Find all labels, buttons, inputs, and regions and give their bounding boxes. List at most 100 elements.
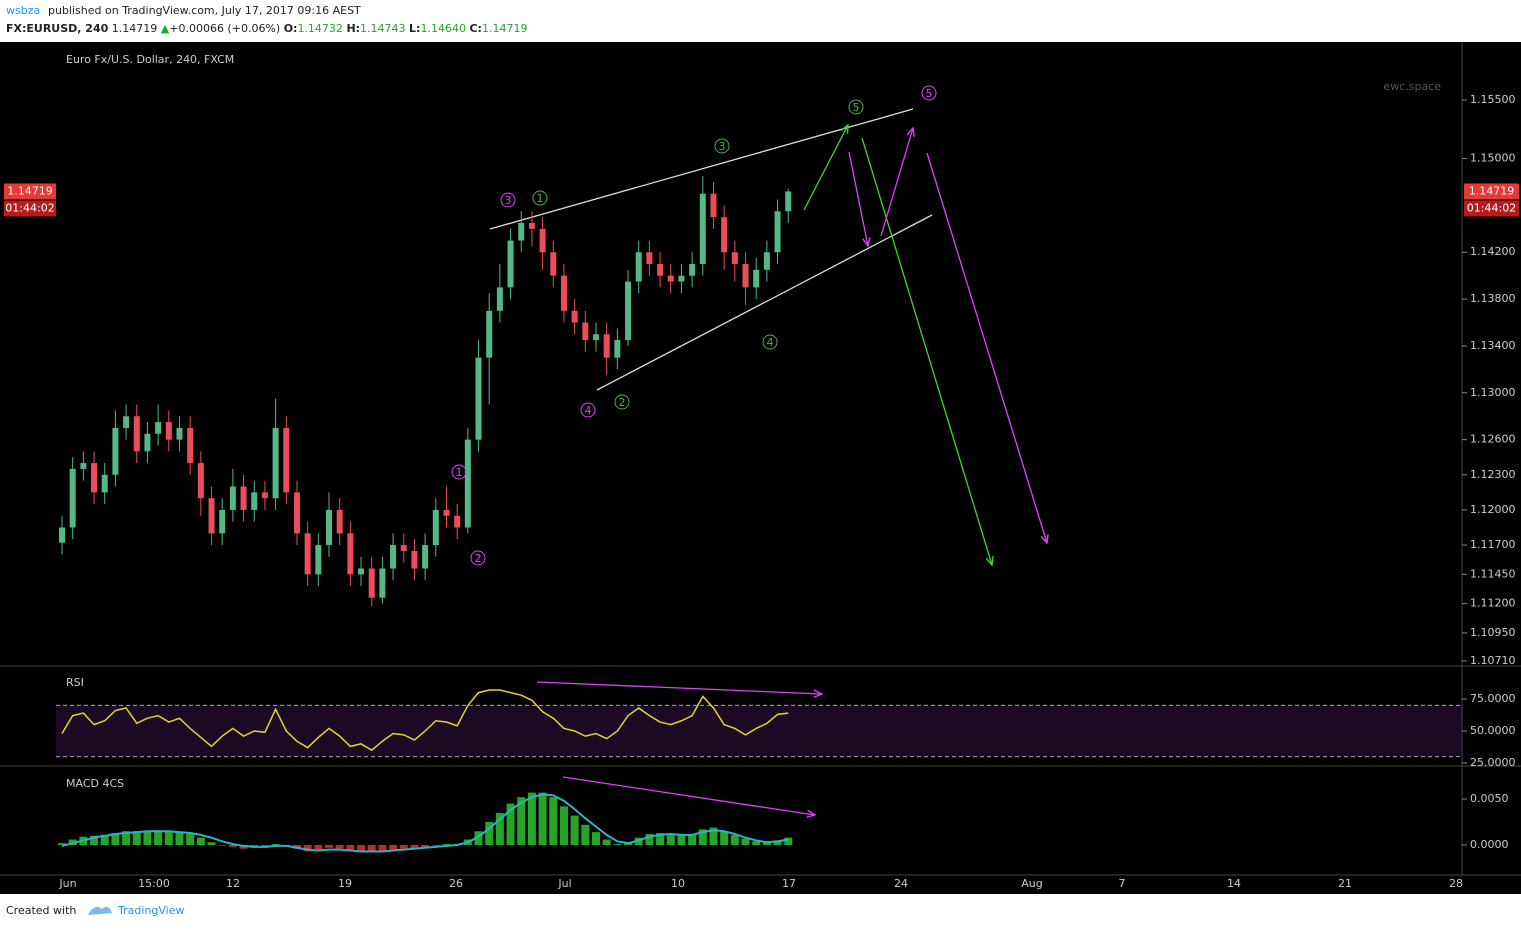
candle-body — [721, 217, 728, 253]
candle-body — [390, 545, 397, 569]
macd-bar — [164, 831, 173, 846]
candle-body — [422, 545, 429, 569]
candle-body — [635, 252, 642, 282]
candle-body — [101, 474, 108, 493]
wave-circle — [532, 190, 548, 206]
macd-bar — [613, 844, 622, 846]
candle-body — [80, 463, 87, 469]
last-price-label: 1.14719 — [7, 184, 53, 197]
wave-circle — [614, 394, 630, 410]
candle-body — [560, 275, 567, 311]
wave-circle — [451, 464, 467, 480]
y-tick-label: 1.12300 — [1470, 468, 1516, 481]
candle-body — [155, 422, 162, 434]
y-tick-label: 1.12600 — [1470, 433, 1516, 446]
candle-body — [486, 310, 493, 358]
x-tick-label: 17 — [782, 877, 796, 890]
candle-body — [358, 568, 365, 575]
macd-bar — [378, 845, 387, 852]
y-tick-label: 1.10710 — [1470, 654, 1516, 667]
y-tick-label: 1.14200 — [1470, 245, 1516, 258]
candle-body — [699, 193, 706, 264]
y-tick-label: 25.0000 — [1470, 756, 1516, 769]
macd-bar — [485, 822, 494, 846]
candle-body — [507, 240, 514, 288]
macd-bar — [143, 831, 152, 846]
x-tick-label: 19 — [338, 877, 352, 890]
l: 1.14640 — [420, 22, 466, 35]
candle-body — [261, 492, 268, 499]
candle-body — [432, 509, 439, 546]
x-tick-label: 21 — [1338, 877, 1352, 890]
countdown: 01:44:02 — [5, 201, 54, 214]
candle-body — [208, 498, 215, 534]
macd-bar — [602, 839, 611, 846]
macd-bar — [517, 797, 526, 846]
y-tick-label: 1.10950 — [1470, 626, 1516, 639]
macd-bar — [218, 845, 227, 846]
macd-bar — [271, 844, 280, 846]
x-tick-label: 26 — [449, 877, 463, 890]
candle-body — [368, 568, 375, 598]
wave-circle — [580, 402, 596, 418]
macd-bar — [175, 832, 184, 846]
candle-body — [133, 416, 140, 452]
candle-body — [283, 427, 290, 493]
candle-body — [603, 334, 610, 358]
y-tick-label: 1.15000 — [1470, 152, 1516, 165]
candle-body — [165, 422, 172, 440]
wave-label: 1 — [456, 466, 463, 479]
logo[interactable] — [88, 906, 112, 915]
wave-label: 5 — [926, 87, 933, 100]
author[interactable]: wsbza — [6, 4, 40, 17]
c-label: C: — [469, 22, 481, 35]
candle-body — [272, 427, 279, 499]
macd-bar — [720, 831, 729, 846]
y-tick-label: 1.15500 — [1470, 93, 1516, 106]
macd-bar — [688, 834, 697, 846]
macd-bar — [784, 837, 793, 846]
candle-body — [336, 509, 343, 534]
brand[interactable]: TradingView — [117, 904, 184, 917]
candle-body — [550, 252, 557, 276]
candle-body — [400, 545, 407, 551]
x-tick-label: 28 — [1449, 877, 1463, 890]
macd-bar — [357, 845, 366, 852]
wave-label: 2 — [475, 552, 482, 565]
candle-body — [774, 211, 781, 253]
wave-circle — [500, 192, 516, 208]
macd-bar — [122, 831, 131, 846]
countdown-tag — [1464, 200, 1519, 217]
candle-body — [689, 263, 696, 276]
symbol: FX:EURUSD, 240 — [6, 22, 109, 35]
x-tick-label: Jun — [58, 877, 76, 890]
macd-bar — [666, 833, 675, 846]
y-tick-label: 1.13000 — [1470, 386, 1516, 399]
y-tick-label: 1.11700 — [1470, 538, 1516, 551]
candle-body — [710, 193, 717, 218]
wave-label: 3 — [505, 194, 512, 207]
macd-bar — [111, 833, 120, 846]
macd-bar — [645, 833, 654, 846]
rsi-line — [61, 689, 789, 752]
macd-bar — [186, 833, 195, 846]
candle-body — [123, 416, 130, 428]
candle-body — [625, 281, 632, 341]
x-tick-label: 7 — [1119, 877, 1126, 890]
wave-label: 3 — [719, 140, 726, 153]
wave-label: 5 — [853, 101, 860, 114]
y-tick-label: 0.0050 — [1470, 792, 1509, 805]
candle-body — [785, 191, 792, 212]
candle-body — [69, 468, 76, 528]
countdown-tag — [4, 200, 56, 217]
macd-bar — [335, 845, 344, 849]
candle-body — [219, 509, 226, 534]
macd-bar — [314, 845, 323, 851]
wave-label: 1 — [537, 192, 544, 205]
macd-bar — [527, 792, 536, 846]
published: published on TradingView.com, July 17, 2… — [48, 4, 361, 17]
y-tick-label: 1.12000 — [1470, 503, 1516, 516]
macd-bar — [656, 833, 665, 846]
candle-body — [464, 439, 471, 528]
